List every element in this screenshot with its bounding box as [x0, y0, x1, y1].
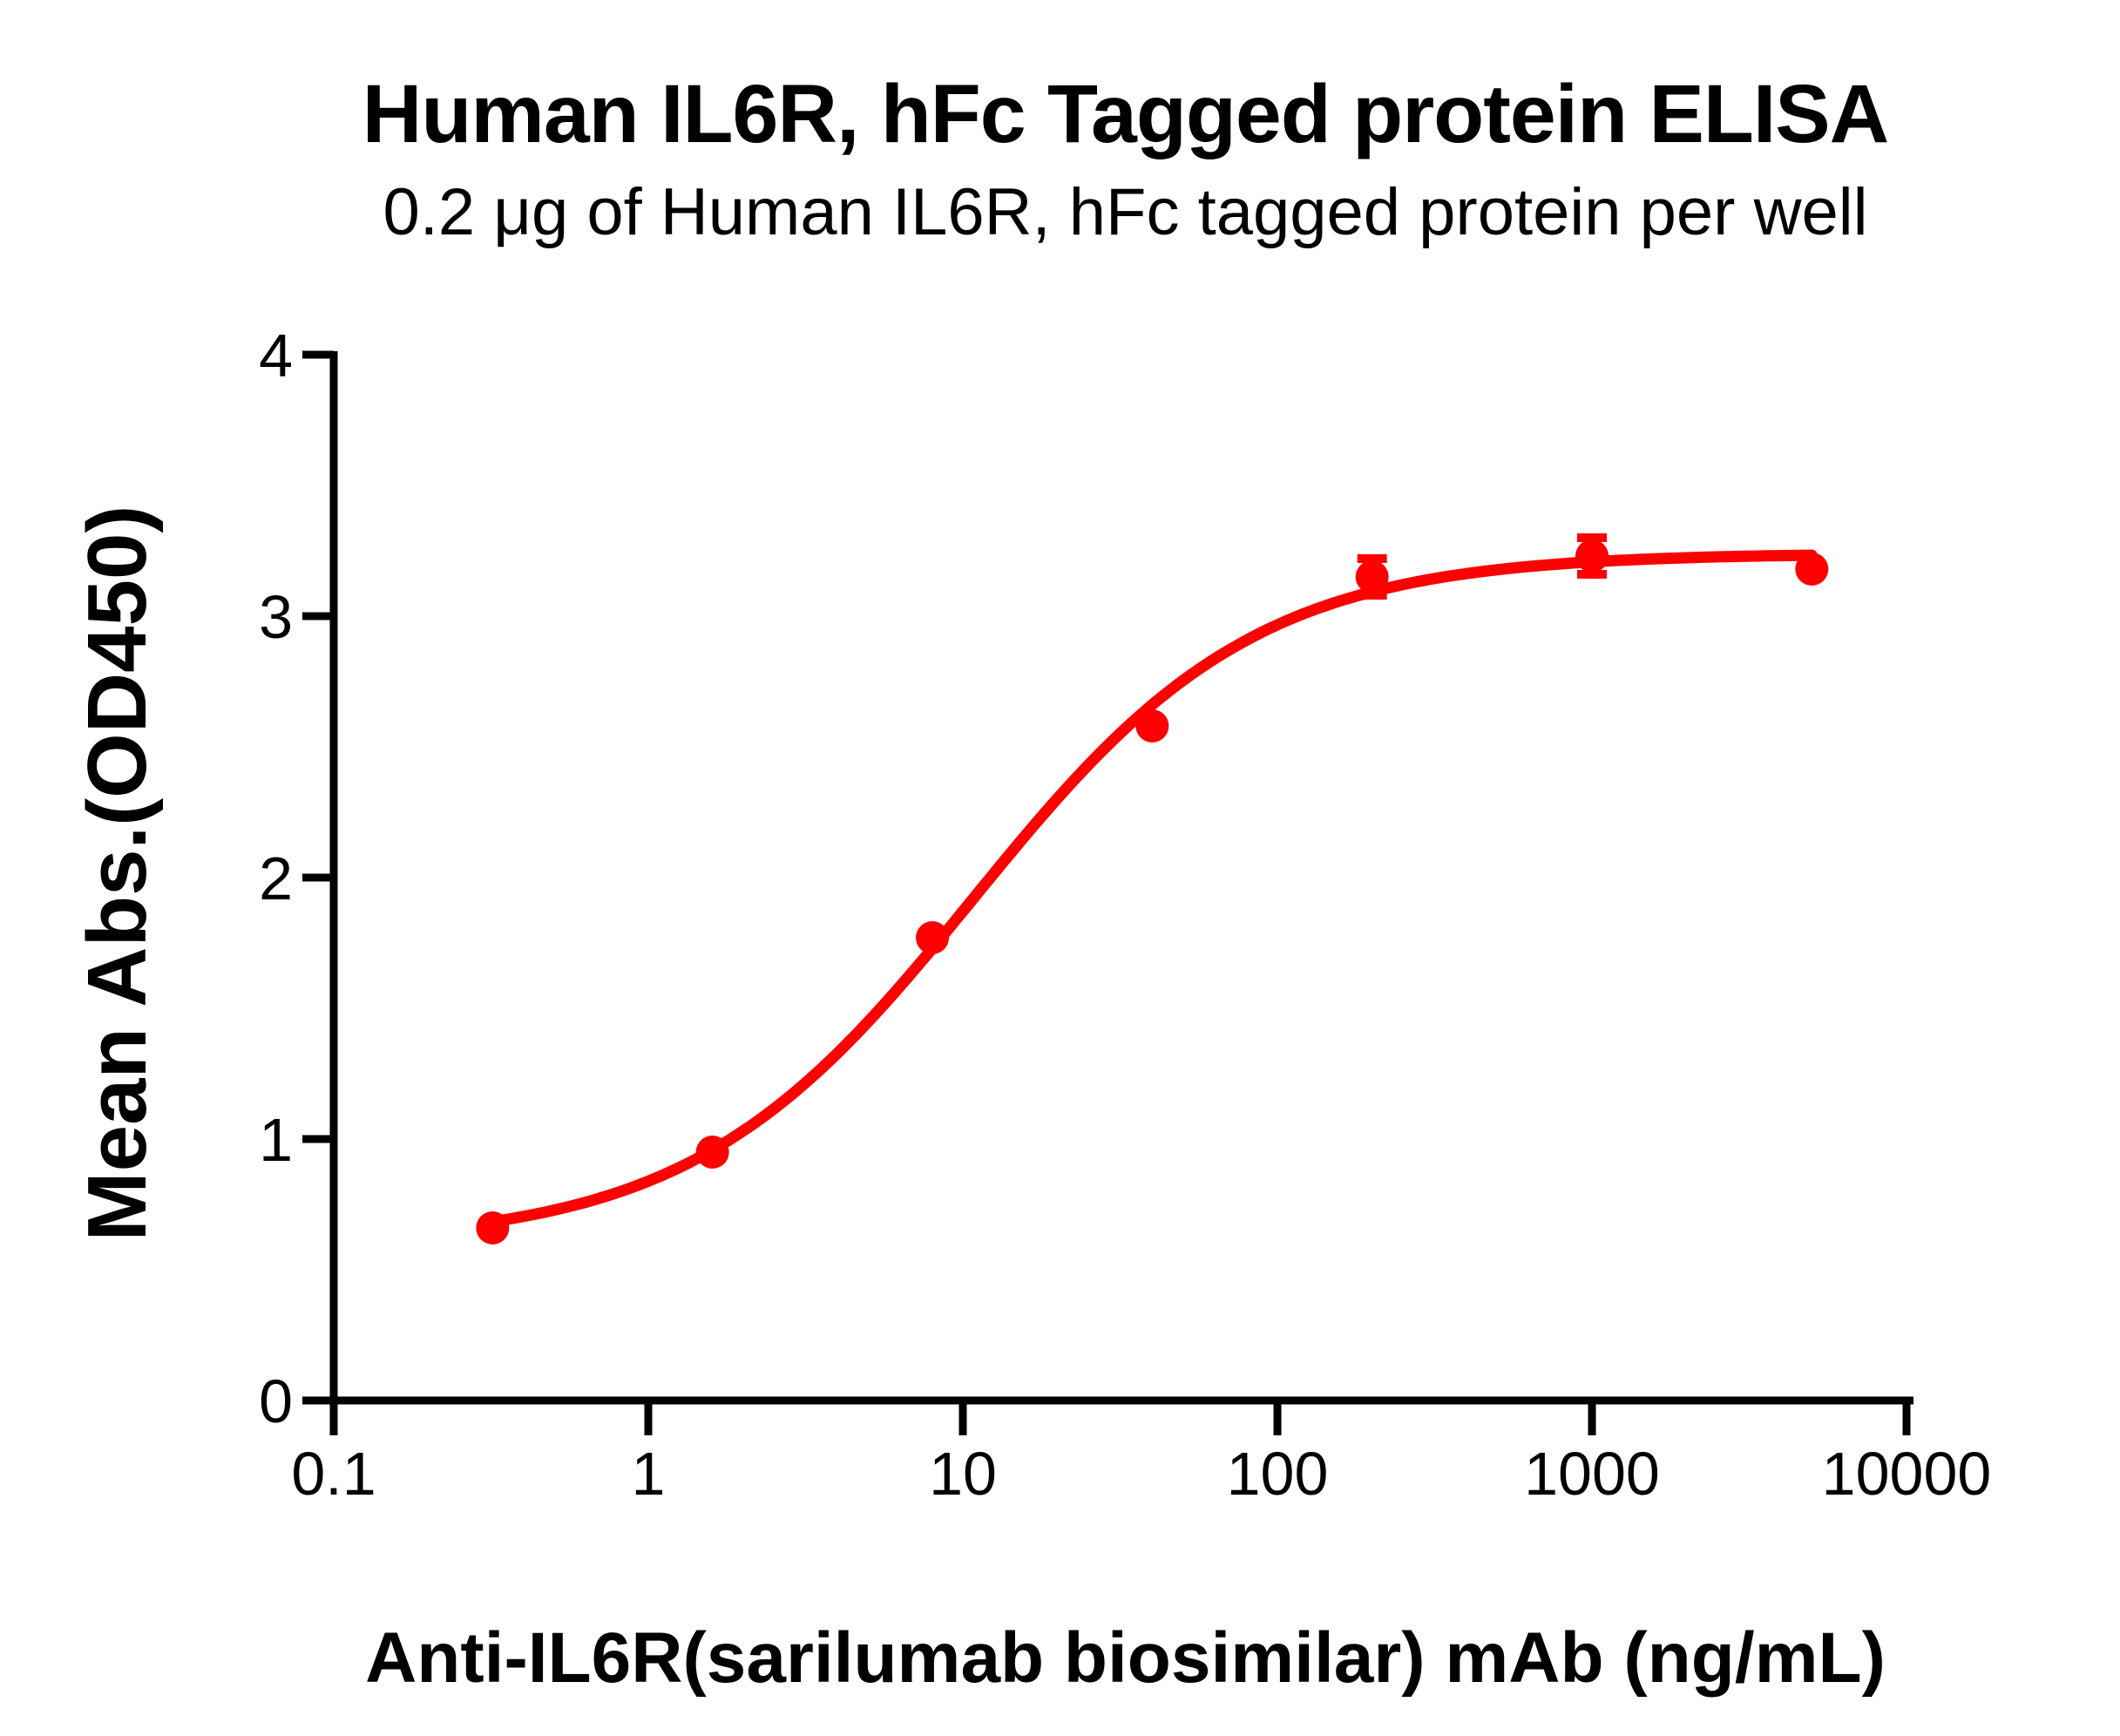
x-axis-label: Anti-IL6R(sarilumab biosimilar) mAb (ng/… [365, 1618, 1886, 1698]
y-tick-label: 1 [259, 1106, 293, 1174]
y-tick-label: 0 [259, 1367, 293, 1435]
chart-subtitle: 0.2 μg of Human IL6R, hFc tagged protein… [383, 174, 1868, 249]
data-point [1575, 539, 1609, 573]
data-point [1795, 553, 1829, 586]
x-tick-label: 10000 [1822, 1440, 1992, 1508]
x-tick-label: 0.1 [291, 1440, 376, 1508]
x-tick-label: 10 [929, 1440, 997, 1508]
y-tick-label: 2 [259, 844, 293, 912]
y-tick-label: 4 [259, 322, 293, 390]
fit-curve [486, 549, 1818, 1228]
x-tick-label: 1 [632, 1440, 666, 1508]
x-tick-label: 1000 [1524, 1440, 1660, 1508]
y-tick-label: 3 [259, 583, 293, 651]
title-block: Human IL6R, hFc Tagged protein ELISA 0.2… [131, 71, 2120, 248]
chart-title: Human IL6R, hFc Tagged protein ELISA [362, 68, 1890, 160]
data-point [695, 1136, 729, 1169]
data-point [1135, 709, 1169, 743]
data-point [476, 1211, 510, 1244]
data-point [916, 921, 950, 954]
data-point [1355, 560, 1389, 593]
x-tick-label: 100 [1227, 1440, 1329, 1508]
